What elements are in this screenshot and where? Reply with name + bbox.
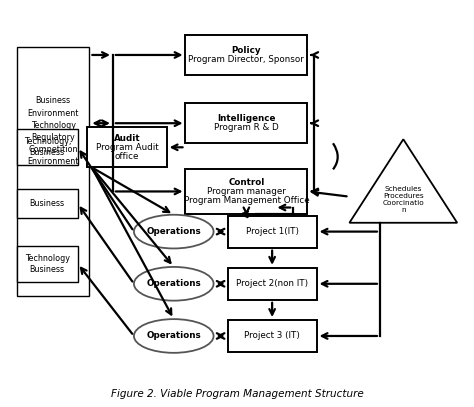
Text: Business: Business: [30, 199, 65, 208]
Text: Technology
Business: Technology Business: [25, 254, 70, 274]
FancyBboxPatch shape: [17, 129, 78, 165]
FancyBboxPatch shape: [17, 47, 90, 296]
FancyBboxPatch shape: [185, 103, 307, 143]
Text: Operations: Operations: [146, 227, 201, 236]
FancyBboxPatch shape: [17, 189, 78, 218]
Text: Technology,
Business: Technology, Business: [24, 137, 71, 158]
Text: Schedules
Procedures
Coorcinatio
n: Schedules Procedures Coorcinatio n: [383, 186, 424, 213]
Text: Project 1(IT): Project 1(IT): [246, 227, 299, 236]
Text: Program manager: Program manager: [207, 187, 286, 196]
Ellipse shape: [134, 215, 214, 248]
FancyBboxPatch shape: [228, 268, 317, 300]
Text: Business
Environment
Technology
Regulatory
Competition
Environment: Business Environment Technology Regulato…: [27, 96, 79, 166]
Text: Project 3 (IT): Project 3 (IT): [244, 331, 300, 341]
Text: office: office: [115, 152, 139, 161]
FancyBboxPatch shape: [185, 35, 307, 75]
Text: Control: Control: [228, 178, 264, 187]
Text: Figure 2. Viable Program Management Structure: Figure 2. Viable Program Management Stru…: [110, 389, 364, 399]
FancyBboxPatch shape: [185, 169, 307, 214]
Text: Policy: Policy: [232, 46, 261, 55]
FancyBboxPatch shape: [228, 216, 317, 247]
Text: Program R & D: Program R & D: [214, 123, 279, 132]
Text: Audit: Audit: [114, 134, 140, 143]
Text: Operations: Operations: [146, 279, 201, 288]
Ellipse shape: [134, 319, 214, 353]
Text: Operations: Operations: [146, 331, 201, 341]
Polygon shape: [349, 139, 457, 223]
Text: Program Director, Sponsor: Program Director, Sponsor: [189, 55, 304, 64]
Text: Program Audit: Program Audit: [96, 143, 158, 152]
Text: Program Management Office: Program Management Office: [183, 196, 309, 205]
FancyBboxPatch shape: [228, 320, 317, 352]
FancyBboxPatch shape: [17, 246, 78, 282]
Text: Project 2(non IT): Project 2(non IT): [236, 279, 308, 288]
Text: Intelligence: Intelligence: [217, 114, 275, 123]
Ellipse shape: [134, 267, 214, 301]
FancyBboxPatch shape: [87, 127, 167, 167]
